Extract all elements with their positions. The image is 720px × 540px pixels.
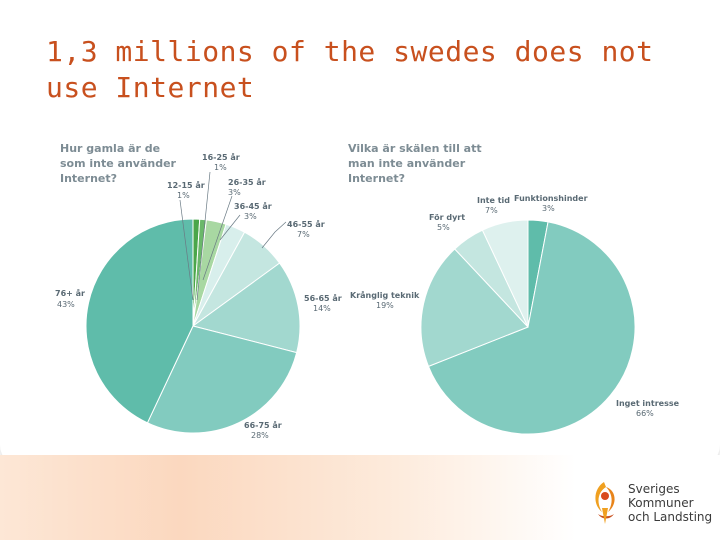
age-pct-66-75: 28% — [251, 431, 269, 440]
reason-pie-slice-4 — [481, 219, 529, 328]
reason-pct-for-dyrt: 5% — [437, 223, 450, 232]
age-pct-16-25: 1% — [214, 163, 227, 172]
reason-pie-chart — [420, 219, 636, 435]
reason-pct-inte-tid: 7% — [485, 206, 498, 215]
age-pie-title-line-3: Internet? — [60, 172, 117, 185]
age-label-56-65: 56-65 år — [304, 293, 342, 303]
age-pct-76-plus: 43% — [57, 300, 75, 309]
age-pie-slice-6 — [146, 325, 298, 434]
age-pie-labels: 12-15 år 1% 16-25 år 1% 26-35 år 3% 36-4… — [55, 152, 342, 440]
reason-pie-slice-2 — [420, 248, 529, 368]
age-label-16-25: 16-25 år — [202, 152, 240, 162]
age-pie-title-line-2: som inte använder — [60, 157, 177, 170]
reason-label-for-dyrt: För dyrt — [429, 213, 465, 222]
logo-text: Sveriges Kommuner och Landsting — [628, 482, 712, 524]
age-pct-12-15: 1% — [177, 191, 190, 200]
reason-label-kranglig-teknik: Krånglig teknik — [350, 290, 420, 300]
reason-pct-kranglig-teknik: 19% — [376, 301, 394, 310]
age-pie-chart — [85, 218, 301, 434]
logo-line-2: Kommuner — [628, 496, 694, 510]
age-pie-slice-5 — [191, 262, 301, 354]
age-pct-26-35: 3% — [228, 188, 241, 197]
reason-pie-title-line-1: Vilka är skälen till att — [348, 142, 482, 155]
age-pct-56-65: 14% — [313, 304, 331, 313]
age-label-36-45: 36-45 år — [234, 201, 272, 211]
age-label-76-plus: 76+ år — [55, 288, 85, 298]
reason-label-funktionshinder: Funktionshinder — [514, 194, 588, 203]
age-pie-title-line-1: Hur gamla är de — [60, 142, 160, 155]
slide-title: 1,3 millions of the swedes does not use … — [46, 35, 654, 104]
reason-pie-title-line-3: Internet? — [348, 172, 405, 185]
logo-line-1: Sveriges — [628, 482, 680, 496]
age-pct-46-55: 7% — [297, 230, 310, 239]
reason-label-inget-intresse: Inget intresse — [616, 399, 680, 408]
age-label-46-55: 46-55 år — [287, 219, 325, 229]
footer-band — [0, 455, 720, 540]
age-label-26-35: 26-35 år — [228, 177, 266, 187]
age-pct-36-45: 3% — [244, 212, 257, 221]
reason-pie-labels: Funktionshinder 3% Inget intresse 66% Kr… — [350, 194, 680, 418]
age-label-12-15: 12-15 år — [167, 180, 205, 190]
age-pie-slice-7 — [85, 218, 194, 424]
reason-pie-slice-1 — [427, 221, 636, 435]
skl-logo-icon — [595, 482, 615, 524]
reason-label-inte-tid: Inte tid — [477, 196, 510, 205]
reason-pie-title-line-2: man inte använder — [348, 157, 466, 170]
reason-pct-inget-intresse: 66% — [636, 409, 654, 418]
logo-line-3: och Landsting — [628, 510, 713, 524]
age-pie-leader-lines — [179, 171, 287, 301]
reason-pct-funktionshinder: 3% — [542, 204, 555, 213]
age-label-66-75: 66-75 år — [244, 420, 282, 430]
